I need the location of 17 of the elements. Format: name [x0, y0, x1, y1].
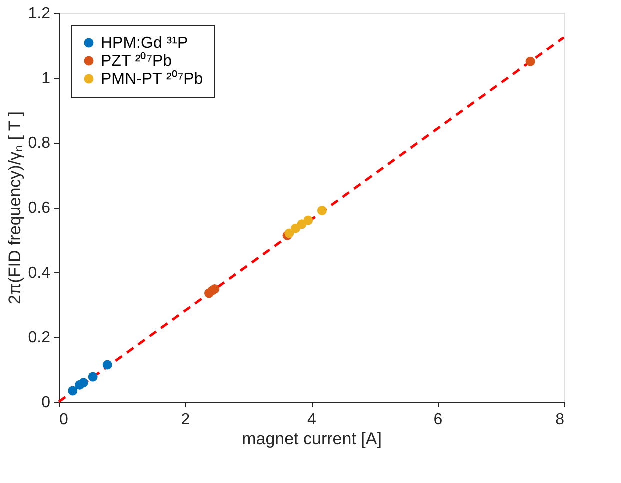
y-axis-title: 2π(FID frequency)/γₙ [ T ]: [5, 112, 24, 304]
legend-label: PZT ²⁰⁷Pb: [101, 52, 172, 70]
y-tick-label: 0.8: [28, 135, 51, 152]
x-tick-label: 6: [434, 412, 443, 428]
y-tick-label: 1: [42, 70, 51, 88]
legend-label: HPM:Gd ³¹P: [101, 35, 188, 52]
y-tick-label: 0.2: [28, 330, 51, 347]
legend-label: PMN-PT ²⁰⁷Pb: [101, 70, 204, 88]
x-tick-label: 2: [181, 412, 190, 428]
y-tick-label: 0.4: [28, 264, 51, 282]
y-tick-label: 0: [42, 394, 51, 412]
x-axis-title: magnet current [A]: [242, 430, 382, 448]
x-tick-label: 8: [556, 412, 565, 428]
x-tick-label: 0: [60, 412, 68, 428]
x-tick-label: 4: [308, 412, 317, 428]
y-tick-label: 0.6: [28, 200, 51, 217]
y-tick-label: 1.2: [28, 6, 51, 22]
